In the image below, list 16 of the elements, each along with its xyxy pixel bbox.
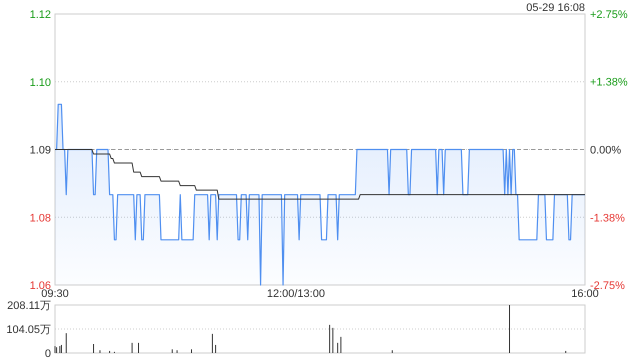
y2-tick-label: -1.38% bbox=[590, 212, 626, 224]
y2-tick-label: +1.38% bbox=[590, 76, 628, 89]
x-tick-label: 09:30 bbox=[41, 288, 69, 300]
y-tick-label: 1.10 bbox=[30, 76, 51, 89]
y-tick-label: 104.05万 bbox=[6, 324, 51, 336]
y-tick-label: 1.12 bbox=[30, 9, 51, 21]
x-tick-label: 16:00 bbox=[571, 288, 599, 300]
text: 05-29 16:08 bbox=[526, 2, 585, 14]
line-series bbox=[54, 149, 586, 200]
y-tick-label: 0 bbox=[44, 348, 51, 360]
y2-tick-label: 0.00% bbox=[590, 144, 622, 156]
x-tick-label: 12:00/13:00 bbox=[266, 288, 325, 300]
y-tick-label: 208.11万 bbox=[7, 300, 51, 312]
y-tick-label: 1.08 bbox=[30, 212, 51, 224]
y2-tick-label: +2.75% bbox=[590, 9, 628, 21]
y-tick-label: 1.09 bbox=[30, 144, 51, 156]
